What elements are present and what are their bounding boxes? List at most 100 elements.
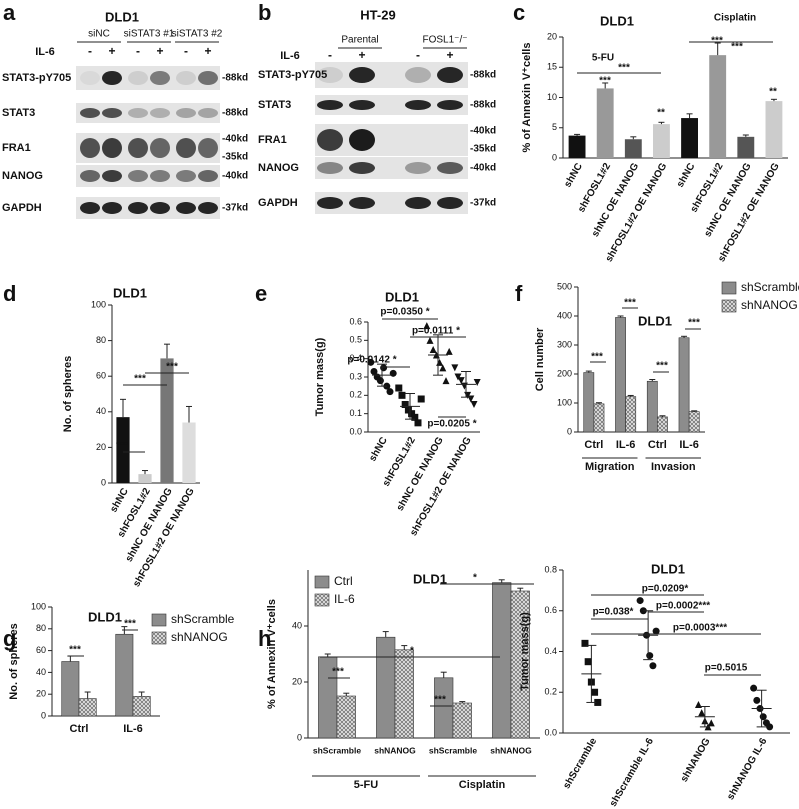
band [405, 162, 431, 174]
annotation: *** [624, 298, 636, 309]
blot-group: FOSL1⁻/⁻ [422, 35, 467, 46]
band [405, 100, 431, 110]
bar [737, 136, 755, 158]
point [646, 652, 654, 660]
point [457, 377, 465, 385]
legend-swatch [721, 281, 737, 295]
bar [116, 417, 130, 483]
x-tick-label: shNC [367, 435, 390, 463]
y-axis-label: % of Annexin V⁺cells [266, 599, 278, 709]
y-axis-label: Cell number [534, 327, 546, 391]
bar [681, 118, 698, 158]
row-label: GAPDH [2, 202, 42, 214]
size-marker: -88kd [222, 108, 248, 119]
panel-letter: c [513, 0, 525, 25]
legend-label: shNANOG [171, 630, 228, 644]
sign: + [358, 48, 365, 62]
y-tick-label: 60 [96, 371, 106, 381]
point [753, 696, 761, 704]
x-tick-label: IL-6 [679, 439, 699, 451]
annotation: *** [731, 42, 743, 53]
band [349, 129, 375, 151]
size-marker: -40kd [470, 126, 496, 137]
row-label: STAT3-pY705 [258, 69, 327, 81]
point [649, 662, 657, 670]
point [367, 358, 375, 366]
legend-label: shScramble [741, 280, 799, 294]
point [766, 723, 774, 731]
point [370, 368, 378, 375]
y-tick-label: 0 [552, 152, 557, 162]
band [198, 71, 218, 85]
band [102, 170, 122, 182]
y-tick-label: 0.3 [349, 371, 362, 381]
band [317, 129, 343, 151]
legend-swatch [314, 593, 330, 607]
point [470, 401, 478, 408]
group-label: Cisplatin [459, 779, 506, 791]
row-label: NANOG [2, 170, 43, 182]
band [349, 162, 375, 174]
panel-letter: f [515, 281, 523, 306]
y-tick-label: 0.0 [544, 727, 557, 737]
bar [376, 636, 396, 739]
point [414, 419, 422, 427]
y-tick-label: 40 [292, 620, 302, 630]
x-tick-label: shNANOG [490, 745, 532, 755]
x-tick-label: IL-6 [123, 723, 143, 735]
y-tick-label: 0.4 [544, 646, 557, 656]
x-tick-label: shNANOG [374, 745, 416, 755]
chart-title: DLD1 [638, 313, 672, 328]
annotation: p=0.0111 * [412, 326, 460, 337]
row-label: FRA1 [2, 142, 31, 154]
bar [182, 422, 196, 483]
y-axis-label: Tumor mass(g) [519, 612, 531, 691]
point [417, 395, 425, 403]
bar [596, 88, 614, 158]
bar [709, 55, 727, 158]
size-marker: -88kd [470, 70, 496, 81]
bar [336, 695, 356, 739]
annotation: p=0.0350 * [380, 307, 429, 318]
point [636, 597, 644, 605]
panel-letter: a [3, 0, 16, 25]
chart-title: DLD1 [600, 13, 634, 28]
y-tick-label: 20 [36, 689, 46, 699]
x-tick-label: shNC [675, 161, 698, 189]
chart-title: DLD1 [88, 609, 122, 624]
bar [160, 358, 174, 483]
legend-label: shNANOG [741, 298, 798, 312]
blot-group: Parental [341, 35, 378, 46]
point [411, 413, 419, 421]
band [176, 108, 196, 118]
annotation: *** [434, 695, 446, 706]
bar [615, 317, 626, 433]
x-tick-label: Ctrl [70, 723, 89, 735]
x-tick-label: shScramble [429, 745, 477, 755]
y-tick-label: 20 [547, 31, 557, 41]
y-tick-label: 0.5 [349, 335, 362, 345]
annotation: *** [124, 619, 136, 630]
band [176, 170, 196, 182]
blot-title: HT-29 [360, 7, 395, 22]
point [389, 369, 397, 377]
y-tick-label: 0.6 [349, 316, 362, 326]
bar [678, 337, 690, 433]
bar [452, 702, 472, 739]
band [198, 170, 218, 182]
bar [568, 135, 586, 158]
y-tick-label: 5 [552, 122, 557, 132]
band [176, 71, 196, 85]
point [386, 388, 394, 396]
point [439, 364, 447, 372]
bar [61, 661, 80, 717]
band [198, 202, 218, 214]
y-tick-label: 400 [557, 310, 572, 320]
sign: - [136, 44, 140, 58]
sign: + [156, 44, 163, 58]
band [128, 138, 148, 158]
y-tick-label: 0.2 [349, 390, 362, 400]
point [426, 336, 434, 344]
bar [138, 474, 152, 483]
band [150, 170, 170, 182]
